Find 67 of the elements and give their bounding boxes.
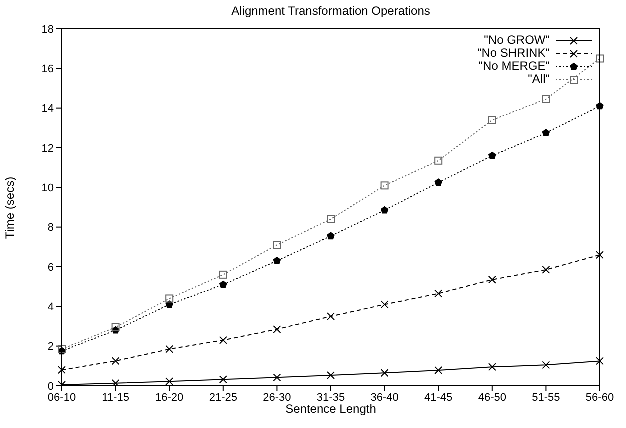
chart-title: Alignment Transformation Operations [230, 4, 432, 18]
point [112, 379, 120, 386]
y-tick-label: 14 [42, 103, 54, 116]
point [327, 312, 335, 321]
point [596, 251, 604, 260]
point [434, 156, 443, 165]
legend-label: "No SHRINK" [477, 46, 550, 60]
point [219, 376, 228, 384]
point [58, 366, 66, 374]
x-axis-title: Sentence Length [284, 402, 378, 416]
y-tick-label: 0 [48, 380, 54, 393]
point [488, 363, 496, 372]
point [542, 266, 550, 274]
legend-label: "No MERGE" [478, 59, 550, 73]
point [434, 366, 443, 375]
y-axis-title: Time (secs) [3, 176, 18, 239]
point [488, 152, 496, 160]
y-tick-label: 10 [42, 182, 54, 195]
point [273, 257, 282, 264]
x-tick-label: 11-15 [102, 392, 130, 404]
y-tick-label: 2 [48, 341, 54, 354]
point [380, 300, 389, 309]
x-tick-label: 16-20 [156, 392, 184, 404]
point [112, 323, 120, 332]
x-tick-label: 51-55 [532, 392, 560, 404]
point [434, 178, 442, 186]
y-tick-label: 4 [48, 302, 54, 314]
point [380, 369, 389, 378]
x-tick-label: 21-25 [209, 392, 238, 404]
point [273, 325, 282, 334]
x-tick-label: 26-30 [263, 392, 292, 404]
point [542, 95, 550, 104]
y-tick-label: 8 [48, 222, 54, 234]
x-tick-label: 31-35 [316, 392, 346, 404]
point [273, 374, 282, 382]
point [327, 371, 335, 380]
point [166, 345, 174, 354]
y-tick-label: 16 [42, 64, 54, 76]
legend-label: "No GROW" [484, 33, 550, 47]
x-tick-label: 41-45 [424, 392, 453, 404]
point [327, 215, 335, 224]
point [327, 232, 335, 240]
point [219, 336, 228, 344]
point [219, 270, 228, 279]
x-tick-label: 46-50 [478, 392, 506, 404]
y-tick-label: 12 [42, 142, 54, 155]
y-tick-label: 6 [48, 262, 54, 274]
point [542, 129, 550, 136]
point [220, 280, 228, 288]
point [166, 294, 174, 303]
point [380, 182, 389, 190]
point [488, 116, 496, 124]
point [542, 361, 550, 370]
point [273, 241, 282, 250]
point [166, 300, 174, 308]
point [488, 276, 496, 284]
y-tick-label: 18 [42, 24, 54, 36]
point [434, 290, 443, 298]
point [596, 357, 604, 366]
point [112, 357, 120, 366]
x-tick-label: 36-40 [370, 392, 399, 404]
point [596, 54, 604, 63]
point [166, 378, 174, 386]
x-tick-label: 56-60 [586, 392, 614, 404]
point [380, 206, 389, 214]
legend-label: "All" [528, 72, 550, 86]
x-tick-label: 06-10 [48, 392, 76, 404]
